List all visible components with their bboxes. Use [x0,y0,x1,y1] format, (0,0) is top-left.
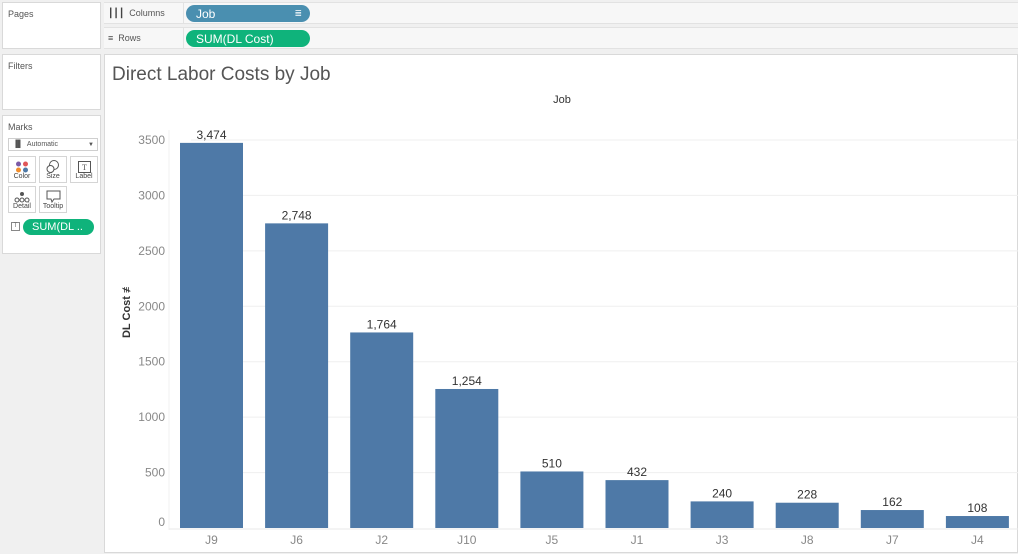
worksheet-view: Direct Labor Costs by Job Job 0 500 1000 15… [104,54,1018,553]
y-axis-title: DL Cost ≢ [121,282,133,338]
columns-shelf[interactable]: ┃┃┃ Columns Job ≣ [104,2,1018,24]
bar-j7[interactable] [860,510,924,528]
label-button[interactable]: T Label [70,156,98,183]
x-tick-label[interactable]: J7 [886,533,899,547]
y-tick-label: 500 [145,466,165,480]
x-tick-label[interactable]: J4 [971,533,984,547]
x-tick-label[interactable]: J2 [375,533,388,547]
bar-chart-icon: ▐▌ [13,141,23,148]
bar-chart[interactable]: 0 500 1000 1500 2000 2500 3000 3500 DL Cost ≢ 3,4… [105,55,1018,554]
bar-j8[interactable] [775,502,839,528]
detail-label: Detail [13,203,31,210]
tooltip-label: Tooltip [42,203,64,210]
tooltip-bubble-icon [46,190,60,203]
bar-value-label: 2,748 [282,208,312,222]
mark-field-pill[interactable]: SUM(DL .. [23,219,94,235]
y-tick-label: 1500 [138,355,165,369]
x-tick-label[interactable]: J10 [457,533,477,547]
bar-value-label: 228 [797,488,817,502]
filters-card[interactable]: Filters [2,54,101,110]
bar-value-label: 108 [967,501,987,515]
x-tick-label[interactable]: J3 [716,533,729,547]
size-button[interactable]: Size [39,156,67,183]
filters-title: Filters [8,61,33,71]
detail-button[interactable]: Detail [8,186,36,213]
rows-shelf[interactable]: ≡ Rows SUM(DL Cost) [104,27,1018,49]
bar-j6[interactable] [265,223,329,529]
columns-shelf-label: ┃┃┃ Columns [104,3,184,23]
detail-dots-icon [14,192,30,203]
marks-title: Marks [8,122,33,132]
y-tick-label: 2000 [138,299,165,313]
job-pill[interactable]: Job ≣ [186,5,310,22]
color-label: Color [13,173,31,180]
marks-card: Marks ▐▌ Automatic ▼ Color Size T Label … [2,115,101,254]
bar-value-label: 162 [882,495,902,509]
y-tick-label: 1000 [138,410,165,424]
label-mark-icon: T [11,222,20,231]
mark-type-value: Automatic [26,141,59,148]
rows-icon: ≡ [108,33,114,43]
x-axis-header: Job [553,94,571,106]
pages-title: Pages [8,9,34,19]
rows-shelf-label: ≡ Rows [104,28,184,48]
pages-card: Pages [2,2,101,49]
x-tick-label[interactable]: J9 [205,533,218,547]
bar-value-label: 432 [627,465,647,479]
size-circles-icon [46,160,59,173]
bar-j10[interactable] [435,388,499,528]
job-pill-text: Job [196,6,216,21]
bar-j4[interactable] [945,516,1009,528]
bar-j3[interactable] [690,501,754,528]
y-tick-label: 3000 [138,188,165,202]
bar-value-label: 1,254 [452,374,482,388]
y-tick-label: 0 [158,515,165,529]
x-tick-label[interactable]: J5 [546,533,559,547]
rows-label-text: Rows [118,33,141,43]
x-tick-label[interactable]: J8 [801,533,814,547]
tooltip-button[interactable]: Tooltip [39,186,67,213]
bar-j1[interactable] [605,480,669,528]
bar-value-label: 1,764 [367,317,397,331]
svg-text:T: T [82,163,87,172]
bar-j9[interactable] [180,142,243,528]
sum-dl-cost-pill-text: SUM(DL Cost) [196,31,274,46]
columns-icon: ┃┃┃ [108,7,125,18]
columns-label-text: Columns [129,8,165,18]
chart-title: Direct Labor Costs by Job [112,64,331,85]
x-tick-label[interactable]: J1 [631,533,644,547]
y-tick-label: 3500 [138,133,165,147]
bar-value-label: 510 [542,456,562,470]
y-tick-label: 2500 [138,244,165,258]
size-label: Size [46,173,60,180]
chevron-down-icon: ▼ [88,141,94,148]
bar-value-label: 3,474 [196,128,226,142]
bar-j2[interactable] [350,332,414,528]
x-tick-label[interactable]: J6 [290,533,303,547]
sum-dl-cost-pill[interactable]: SUM(DL Cost) [186,30,310,47]
label-label: Label [75,173,93,180]
bar-j5[interactable] [520,471,584,528]
bar-value-label: 240 [712,486,732,500]
sort-descending-icon[interactable]: ≣ [294,8,302,18]
color-dots-icon [16,161,28,173]
label-text-icon: T [77,161,91,173]
color-button[interactable]: Color [8,156,36,183]
mark-type-dropdown[interactable]: ▐▌ Automatic ▼ [8,138,98,151]
